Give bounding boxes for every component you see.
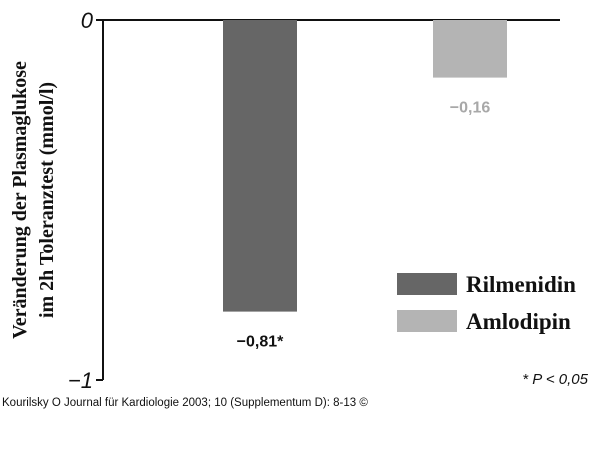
bars: −0,81* −0,16 bbox=[223, 20, 507, 351]
y-axis-title: Veränderung der Plasmaglukose im 2h Tole… bbox=[9, 61, 58, 339]
legend-label-rilmenidin: Rilmenidin bbox=[466, 272, 576, 297]
legend: Rilmenidin Amlodipin bbox=[397, 272, 576, 334]
data-label-amlodipin: −0,16 bbox=[450, 100, 491, 117]
bar-amlodipin bbox=[433, 20, 507, 78]
y-axis-title-line2: im 2h Toleranztest (mmol/l) bbox=[36, 82, 58, 318]
legend-label-amlodipin: Amlodipin bbox=[466, 309, 571, 334]
bar-rilmenidin bbox=[223, 20, 297, 312]
legend-swatch-amlodipin bbox=[397, 310, 457, 332]
y-tick-label: 0 bbox=[81, 8, 94, 33]
y-tick-label: −1 bbox=[68, 368, 93, 393]
citation: Kourilsky O Journal für Kardiologie 2003… bbox=[2, 397, 368, 409]
significance-note: * P < 0,05 bbox=[522, 371, 588, 388]
data-label-rilmenidin: −0,81* bbox=[237, 334, 284, 351]
legend-swatch-rilmenidin bbox=[397, 273, 457, 295]
bar-chart: Veränderung der Plasmaglukose im 2h Tole… bbox=[9, 8, 589, 393]
y-axis-title-line1: Veränderung der Plasmaglukose bbox=[9, 61, 31, 339]
